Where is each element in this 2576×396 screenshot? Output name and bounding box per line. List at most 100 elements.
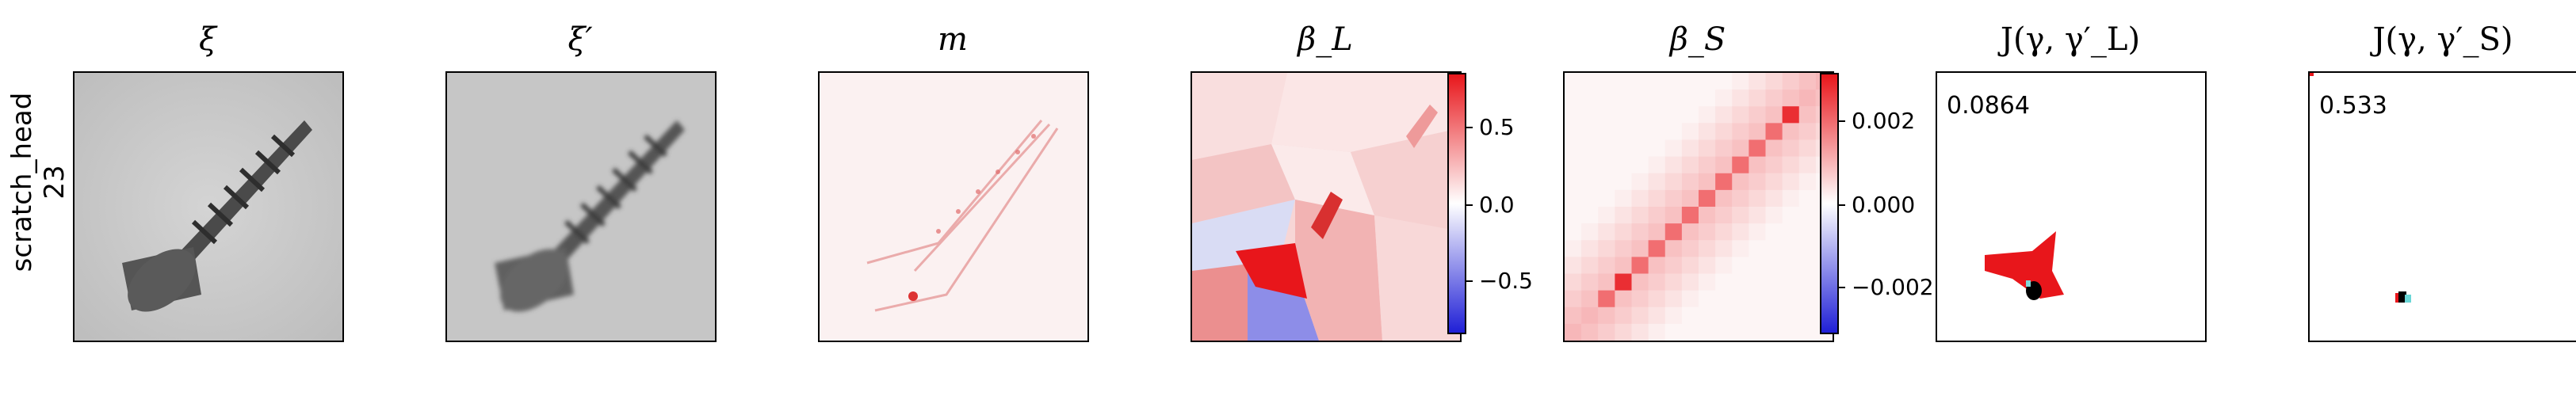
heat-cell	[1681, 207, 1699, 224]
heat-cell	[1664, 240, 1682, 257]
heat-cell	[1631, 290, 1649, 307]
heat-cell	[1565, 273, 1582, 291]
colorbar-beta-s	[1820, 73, 1839, 334]
heat-cell	[1648, 207, 1665, 224]
heat-cell	[1749, 156, 1766, 173]
heat-cell	[1732, 139, 1749, 157]
heat-cell	[1664, 189, 1682, 207]
heat-cell	[1681, 156, 1699, 173]
heat-cell	[1699, 139, 1716, 157]
colorbar-beta-l	[1447, 73, 1466, 334]
heat-cell	[1798, 139, 1816, 157]
heat-cell	[1615, 240, 1632, 257]
heat-cell	[1631, 223, 1649, 241]
heat-cell	[1565, 307, 1582, 324]
cbar-s-tick-mark	[1837, 120, 1845, 122]
heat-cell	[1799, 173, 1816, 190]
heat-cell	[1664, 156, 1682, 173]
heat-cell	[1631, 323, 1649, 341]
heat-cell	[1798, 156, 1816, 173]
heat-cell	[1782, 139, 1799, 157]
heat-cell	[1581, 307, 1599, 324]
heat-cell	[1715, 89, 1732, 106]
j-s-panel	[2308, 71, 2576, 342]
heat-cell	[1765, 189, 1783, 207]
heat-cell	[1565, 323, 1582, 341]
heat-cell	[1681, 139, 1699, 157]
heat-cell	[1749, 89, 1766, 107]
heat-cell	[1765, 156, 1783, 173]
heat-cell	[1798, 123, 1816, 140]
heat-cell	[1715, 223, 1733, 241]
heat-cell	[1732, 156, 1749, 173]
heat-cell	[1631, 307, 1649, 324]
heat-cell	[1798, 73, 1816, 90]
heat-cell	[1565, 240, 1581, 257]
panel-title-beta-l: β_L	[1298, 21, 1353, 58]
heat-cell	[1598, 323, 1615, 341]
heat-cell	[1732, 73, 1749, 89]
heat-cell	[1598, 307, 1615, 324]
score-j-l: 0.0864	[1947, 92, 2030, 120]
heat-cell	[1682, 123, 1699, 139]
cbar-s-tick: −0.002	[1852, 274, 1934, 300]
heat-cell	[1664, 257, 1682, 274]
row-label-index: 23	[38, 165, 71, 200]
heat-cell-strong	[1715, 173, 1733, 190]
heat-cell	[1766, 207, 1783, 223]
cbar-l-tick-mark	[1465, 204, 1473, 206]
heat-cell	[1581, 323, 1599, 341]
cbar-s-tick-mark	[1837, 204, 1845, 206]
heat-cell	[1699, 106, 1715, 123]
image-xi-prime	[445, 71, 717, 342]
heat-cell	[1699, 156, 1716, 173]
cbar-l-tick: 0.5	[1479, 114, 1515, 140]
heat-cell	[1648, 173, 1665, 190]
heat-cell	[1615, 290, 1632, 307]
heat-cell-strong	[1598, 290, 1615, 307]
heat-cell	[1715, 173, 1733, 190]
heat-cell	[1649, 157, 1665, 173]
heat-cell	[1648, 240, 1665, 257]
heat-cell	[1664, 173, 1682, 190]
heat-cell	[1598, 290, 1615, 307]
heat-cell	[1598, 240, 1615, 257]
heat-cell	[1699, 223, 1716, 241]
heat-cell	[1664, 207, 1682, 224]
heat-cell	[1631, 189, 1649, 207]
heat-cell	[1749, 106, 1766, 124]
heat-cell	[1681, 257, 1699, 274]
heat-cell-strong	[1765, 123, 1783, 140]
mask-m	[818, 71, 1089, 342]
heat-cell	[1681, 223, 1699, 241]
heat-cell	[1732, 189, 1749, 207]
heat-cell	[1715, 189, 1733, 207]
heat-cell-strong	[1699, 189, 1716, 207]
heat-cell	[1631, 207, 1649, 224]
heat-cell	[1765, 139, 1783, 157]
heat-cell	[1581, 240, 1599, 257]
heat-cell	[1732, 123, 1749, 140]
heat-cell	[1648, 307, 1665, 324]
heat-cell	[1715, 123, 1733, 140]
heat-cell	[1732, 207, 1749, 224]
heat-cell-strong	[1732, 156, 1749, 173]
heat-cell	[1598, 273, 1615, 291]
heat-cell	[1699, 274, 1715, 291]
heat-cell	[1615, 223, 1632, 241]
heat-cell	[1782, 156, 1799, 173]
cbar-s-tick: 0.000	[1852, 192, 1916, 218]
heat-cell	[1732, 223, 1749, 241]
heat-cell	[1665, 307, 1682, 324]
heat-cell	[1681, 240, 1699, 257]
heat-cell	[1581, 273, 1599, 291]
heat-cell	[1699, 257, 1716, 274]
row-label: scratch_head 23	[6, 79, 71, 285]
heat-cell	[1782, 89, 1799, 107]
heat-cell	[1598, 223, 1615, 241]
heat-cell	[1749, 189, 1766, 207]
heat-cell	[1765, 106, 1783, 124]
heat-cell	[1648, 257, 1665, 274]
heat-cell	[1648, 273, 1665, 291]
heat-cell	[1749, 207, 1766, 224]
